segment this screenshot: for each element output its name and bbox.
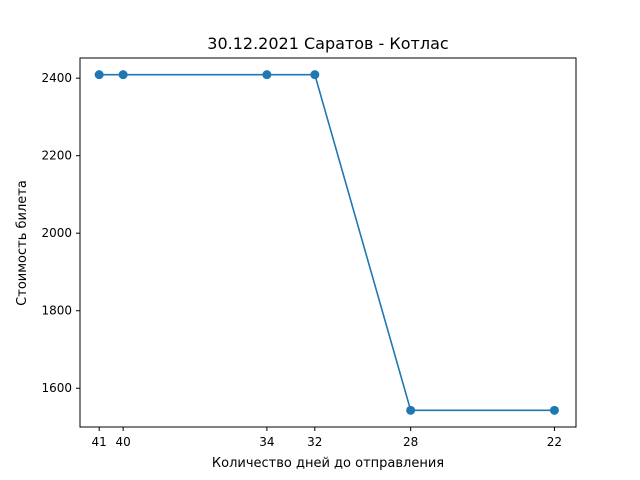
data-point xyxy=(262,70,272,80)
y-tick-label: 2200 xyxy=(41,149,72,163)
data-point xyxy=(94,70,104,80)
data-point xyxy=(406,405,416,415)
y-tick-label: 2000 xyxy=(41,226,72,240)
y-axis-label: Стоимость билета xyxy=(15,180,30,306)
x-tick-label: 22 xyxy=(547,435,562,449)
y-tick-label: 2400 xyxy=(41,71,72,85)
data-point xyxy=(118,70,128,80)
y-tick-label: 1600 xyxy=(41,381,72,395)
y-axis: 1600 1800 2000 2200 2400 xyxy=(41,71,80,395)
series-line xyxy=(99,73,555,412)
data-point xyxy=(549,405,559,415)
x-tick-label: 32 xyxy=(307,435,322,449)
x-tick-label: 28 xyxy=(403,435,418,449)
data-point xyxy=(310,70,320,80)
series-line-group xyxy=(94,70,559,415)
plot-area xyxy=(79,57,577,428)
x-tick-label: 34 xyxy=(259,435,274,449)
x-axis-label: Количество дней до отправления xyxy=(212,456,444,471)
plot-frame xyxy=(79,57,577,428)
x-axis: 41 40 34 32 28 22 xyxy=(92,427,562,449)
x-tick-label: 41 xyxy=(92,435,107,449)
chart-title: 30.12.2021 Саратов - Котлас xyxy=(207,34,448,53)
x-tick-label: 40 xyxy=(115,435,130,449)
y-tick-label: 1800 xyxy=(41,304,72,318)
